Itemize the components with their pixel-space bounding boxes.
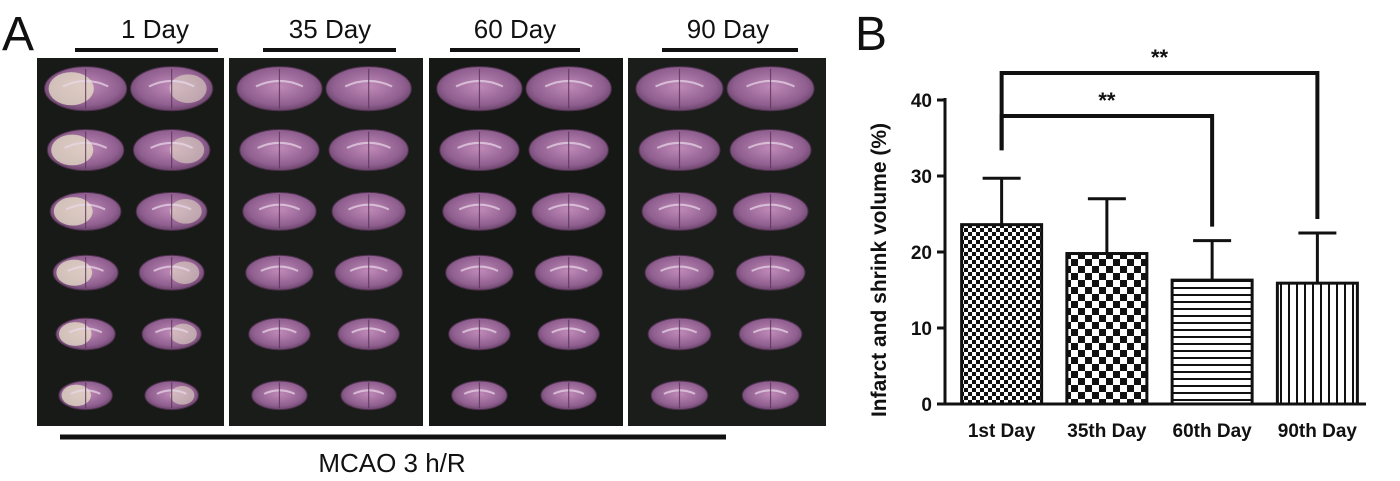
brain-slice [732, 191, 809, 231]
brain-slice [641, 191, 718, 231]
slice-photo-panel [37, 58, 224, 426]
panel-a-letter: A [2, 8, 34, 61]
brain-slice [448, 317, 511, 351]
slice-photo-panel [229, 58, 423, 426]
slice-group: 1 Day [37, 14, 224, 426]
brain-slice [741, 380, 800, 411]
brain-slice [245, 254, 314, 291]
panel-a-brain-slices: A 1 Day 35 Day 60 Day 90 Day MCAO 3 h/R [2, 8, 826, 478]
brain-slice [445, 254, 514, 291]
y-tick-label: 30 [911, 167, 932, 188]
brain-slice [325, 66, 412, 112]
brain-slice [439, 128, 520, 172]
bar-1 [960, 223, 1044, 406]
panel-b-letter: B [855, 8, 887, 61]
chart-layer: 0 10 20 30 40 1st Day 35th Day 60th Day 90th Day… [911, 45, 1366, 442]
significance-label: ** [1098, 88, 1116, 113]
brain-slice [46, 128, 125, 172]
brain-slice [135, 191, 208, 231]
bar-3 [1170, 278, 1254, 406]
brain-slice [525, 66, 612, 112]
brain-slice [528, 128, 609, 172]
slice-group-label: 60 Day [474, 14, 556, 44]
x-tick-label: 60th Day [1173, 421, 1253, 442]
brain-slice [138, 254, 205, 291]
slice-group: 35 Day [229, 14, 423, 426]
y-tick-label: 0 [921, 395, 932, 416]
brain-slice [644, 254, 715, 291]
brain-slice [43, 66, 128, 112]
brain-slice [537, 317, 600, 351]
brain-slice [647, 317, 712, 351]
brain-slice [58, 380, 113, 411]
significance-label: ** [1151, 45, 1169, 70]
slice-group-label: 1 Day [121, 14, 189, 44]
x-tick-label: 90th Day [1278, 421, 1358, 442]
slice-groups: 1 Day 35 Day 60 Day 90 Day [37, 14, 826, 426]
bar-2 [1065, 252, 1149, 406]
significance-bracket: ** [999, 45, 1320, 219]
brain-slice [49, 191, 122, 231]
x-tick-label: 35th Day [1067, 421, 1147, 442]
brain-slice [141, 317, 202, 351]
brain-slice [442, 191, 517, 231]
brain-slice [534, 254, 603, 291]
brain-slice [436, 66, 523, 112]
brain-slice [132, 128, 211, 172]
brain-slice [55, 317, 116, 351]
slice-photo-panel [429, 58, 623, 426]
brain-slice [337, 317, 400, 351]
panel-b-bar-chart: B Infarct and shrink volume (%) 0 10 20 30 4… [855, 8, 1366, 442]
brain-slice [735, 254, 806, 291]
brain-slice [242, 191, 317, 231]
y-axis-label: Infarct and shrink volume (%) [868, 123, 891, 417]
x-tick-label: 1st Day [968, 421, 1036, 442]
brain-slice [251, 380, 308, 411]
brain-slice [540, 380, 597, 411]
brain-slice [726, 66, 815, 112]
slice-group-label: 35 Day [289, 14, 371, 44]
brain-slice [635, 66, 724, 112]
brain-slice [239, 128, 320, 172]
slice-group: 60 Day [429, 14, 623, 426]
brain-slice [236, 66, 323, 112]
brain-slice [340, 380, 397, 411]
slice-group-label: 90 Day [687, 14, 769, 44]
bar-4 [1275, 281, 1359, 406]
y-tick-label: 40 [911, 91, 932, 112]
brain-slice [248, 317, 311, 351]
brain-slice [738, 317, 803, 351]
brain-slice [729, 128, 812, 172]
brain-slice [451, 380, 508, 411]
mcao-label: MCAO 3 h/R [318, 448, 465, 478]
slice-group: 90 Day [628, 14, 826, 426]
brain-slice [52, 254, 119, 291]
brain-slice [331, 191, 406, 231]
brain-slice [334, 254, 403, 291]
brain-slice [650, 380, 709, 411]
brain-slice [328, 128, 409, 172]
brain-slice [130, 66, 214, 112]
y-tick-label: 20 [911, 243, 932, 264]
brain-slice [531, 191, 606, 231]
brain-slice [638, 128, 721, 172]
slice-photo-panel [628, 58, 826, 426]
y-tick-label: 10 [911, 319, 932, 340]
brain-slice [144, 380, 199, 411]
